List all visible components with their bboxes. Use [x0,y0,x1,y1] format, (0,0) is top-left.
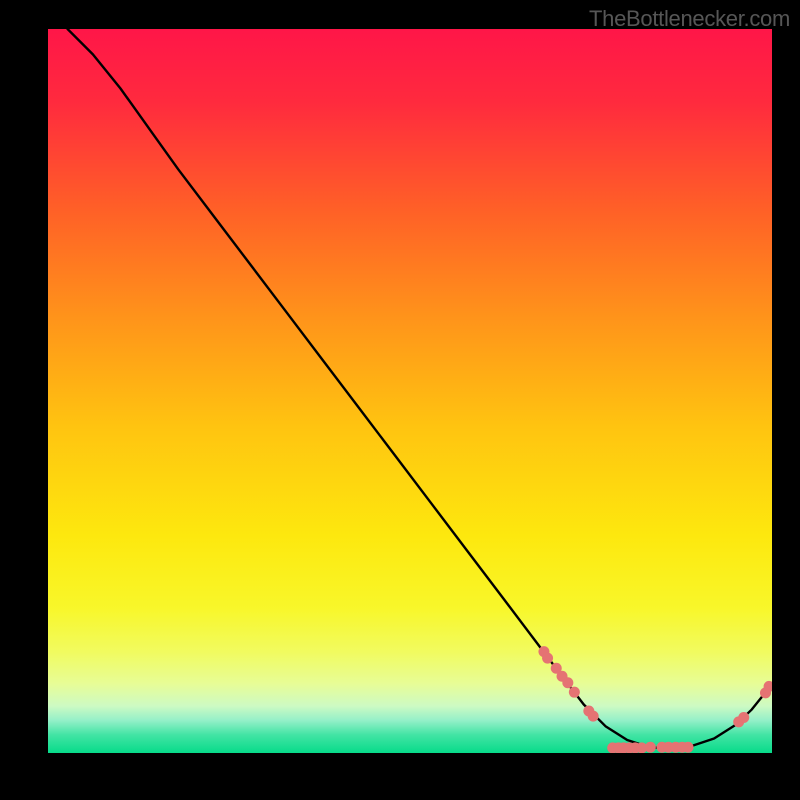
data-point [542,653,553,664]
data-point [562,677,573,688]
data-point [645,742,656,753]
plot-area [48,29,772,753]
data-point [683,742,694,753]
data-point [569,687,580,698]
data-point [588,711,599,722]
dots-layer [48,29,772,753]
watermark-text: TheBottlenecker.com [589,6,790,32]
data-point [738,712,749,723]
chart-container: TheBottlenecker.com [0,0,800,800]
